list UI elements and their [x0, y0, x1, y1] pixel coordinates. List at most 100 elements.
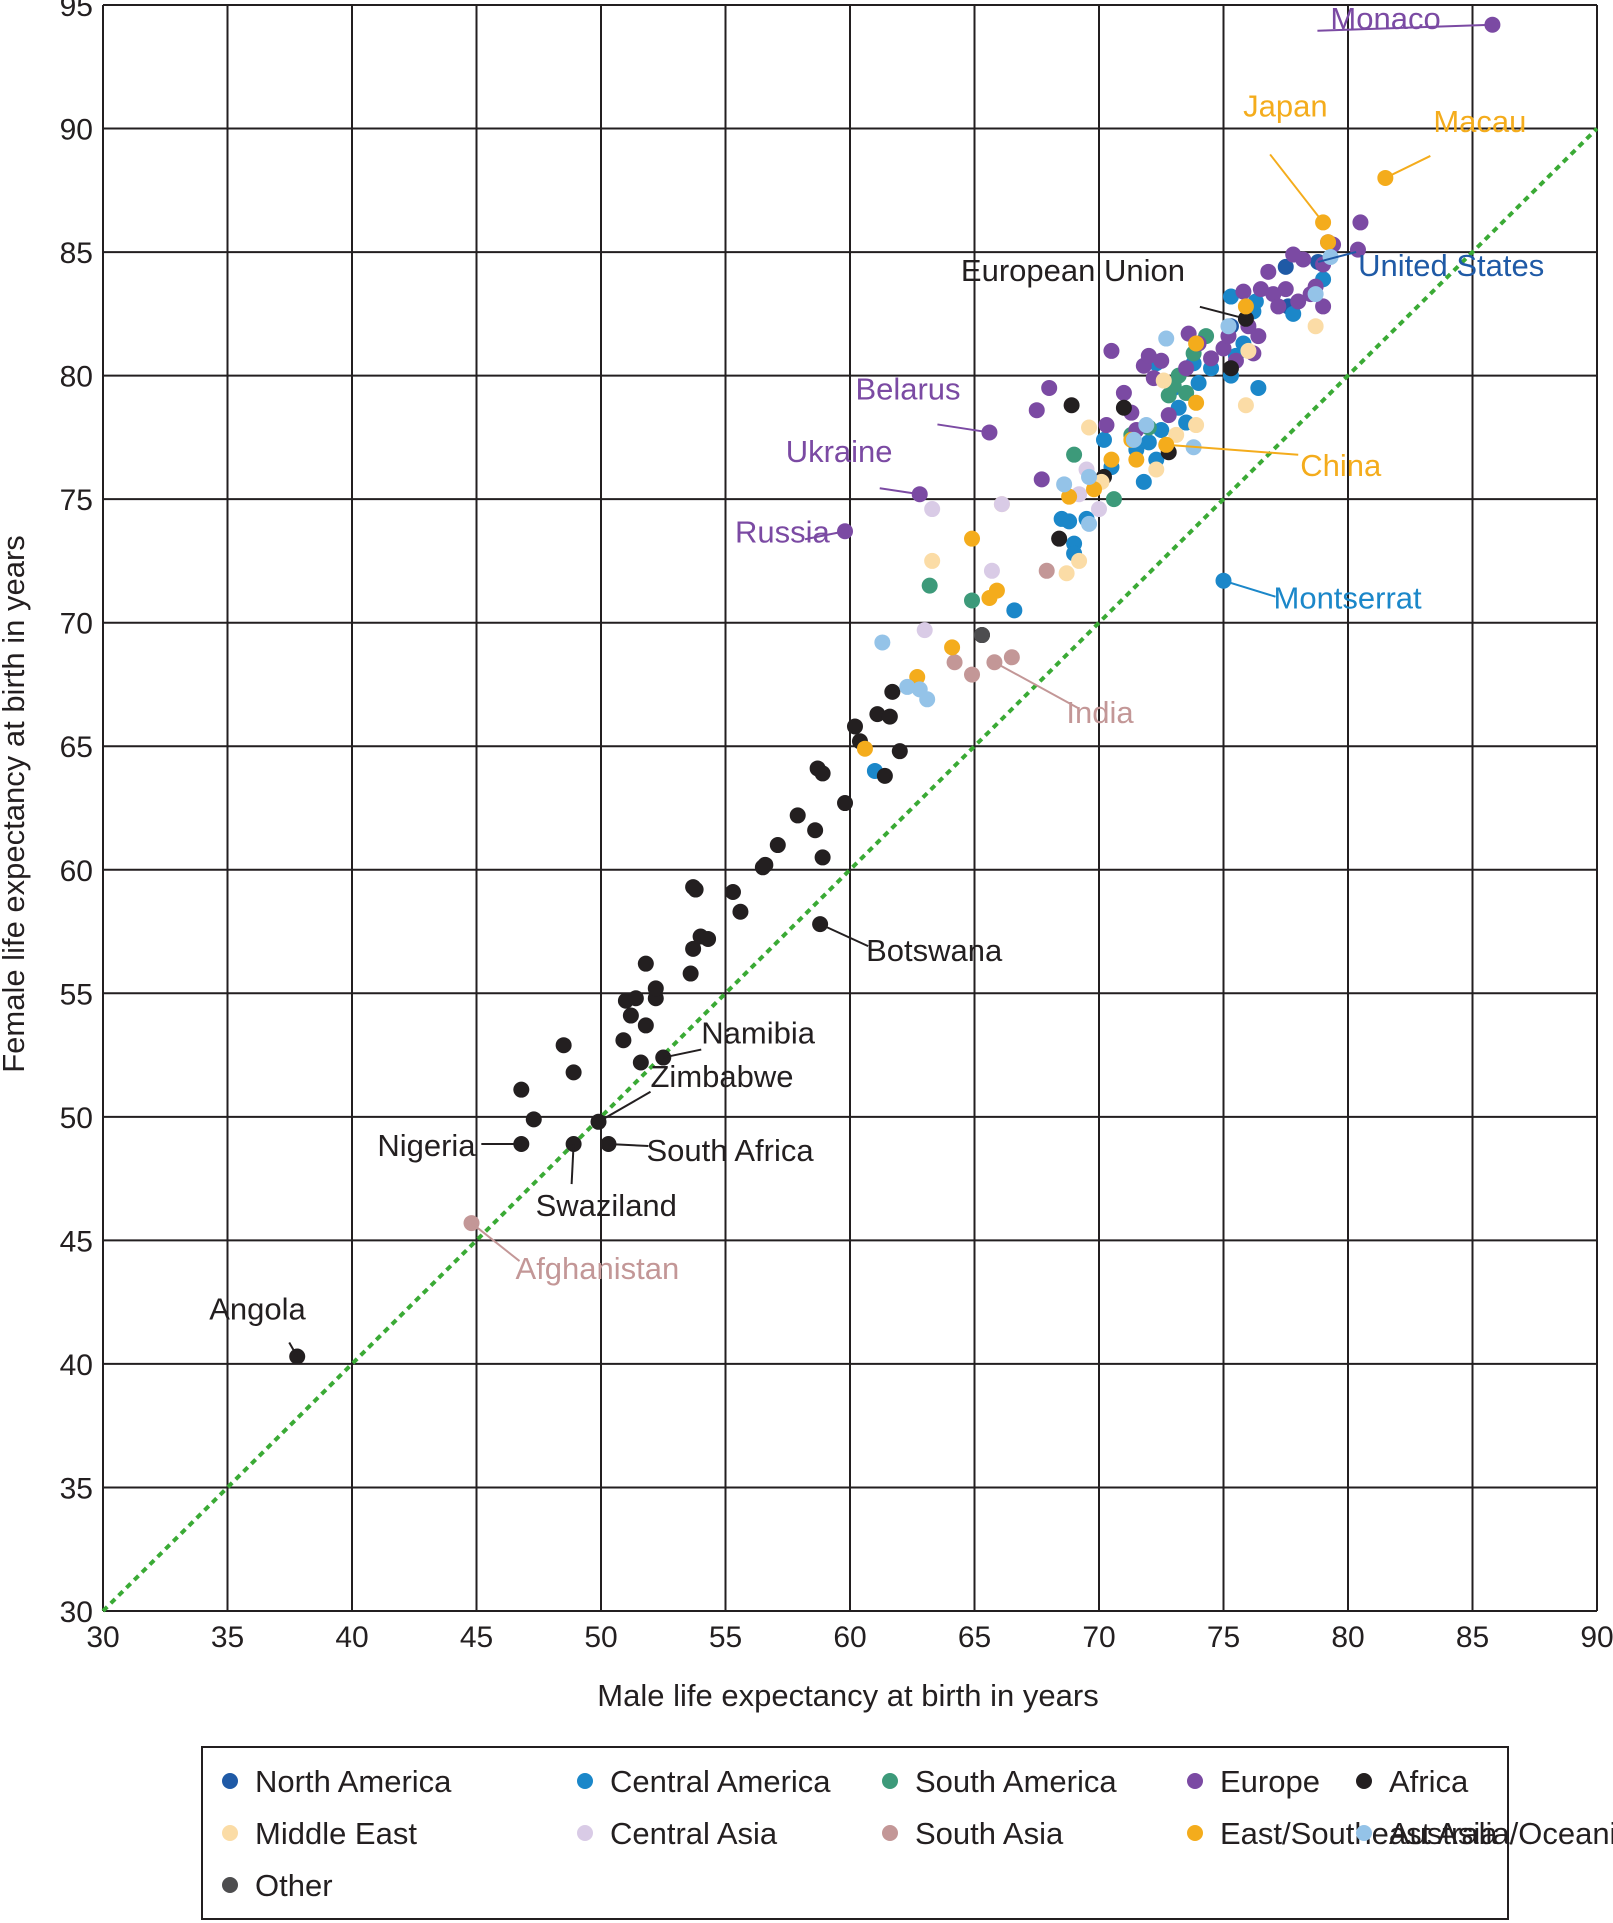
data-point: [1250, 328, 1267, 345]
data-point: [964, 530, 981, 547]
y-tick-label: 30: [60, 1596, 93, 1629]
data-point: [1135, 473, 1152, 490]
data-point: [983, 562, 1000, 579]
data-point: [1290, 293, 1307, 310]
data-point: [724, 884, 741, 901]
data-point: [1203, 350, 1220, 367]
data-point: [1322, 249, 1339, 266]
legend-label: Europe: [1220, 1764, 1320, 1799]
annotation-leader: [663, 1048, 702, 1059]
legend-label: Middle East: [255, 1816, 417, 1851]
legend-swatch: [577, 1825, 593, 1841]
data-point: [622, 1007, 639, 1024]
data-points: [289, 16, 1501, 1365]
data-point: [1148, 461, 1165, 478]
data-point: [1349, 241, 1366, 258]
legend-label: South America: [915, 1764, 1117, 1799]
data-point: [1240, 342, 1257, 359]
annotation-leader: [1317, 23, 1493, 32]
annotation-leader: [804, 530, 846, 541]
data-point: [1033, 471, 1050, 488]
y-axis-title: Female life expectancy at birth in years: [0, 535, 31, 1073]
data-point: [1237, 298, 1254, 315]
data-point: [964, 592, 981, 609]
data-point: [700, 930, 717, 947]
data-point: [1168, 426, 1185, 443]
data-point: [637, 1017, 654, 1034]
data-point: [1250, 379, 1267, 396]
y-tick-label: 95: [60, 0, 93, 23]
data-point: [1081, 468, 1098, 485]
legend-swatch: [577, 1773, 593, 1789]
x-tick-label: 80: [1331, 1621, 1364, 1654]
data-point: [1295, 251, 1312, 268]
data-point: [909, 669, 926, 686]
annotation-label: South Africa: [646, 1133, 814, 1168]
data-point: [1277, 281, 1294, 298]
equality-reference-line: [101, 127, 1599, 1613]
annotations: Monaco Japan Macau European Union United Sta…: [209, 1, 1544, 1358]
annotation-leader: [1166, 443, 1299, 456]
legend-swatch: [222, 1825, 238, 1841]
x-tick-label: 65: [958, 1621, 991, 1654]
y-tick-label: 60: [60, 855, 93, 888]
x-tick-label: 75: [1207, 1621, 1240, 1654]
data-point: [964, 666, 981, 683]
annotation-label: Russia: [735, 514, 831, 549]
annotation-leader: [993, 661, 1079, 710]
data-point: [916, 622, 933, 639]
data-point: [988, 582, 1005, 599]
annotation-label: Swaziland: [536, 1188, 677, 1223]
grid: [102, 4, 1598, 1612]
data-point: [1307, 318, 1324, 335]
annotation-label: India: [1066, 695, 1134, 730]
data-point: [1051, 530, 1068, 547]
annotation-leader: [1269, 153, 1324, 224]
data-point: [869, 706, 886, 723]
data-point: [1038, 562, 1055, 579]
annotation-label: Macau: [1433, 104, 1526, 139]
data-point: [1061, 488, 1078, 505]
y-tick-label: 40: [60, 1349, 93, 1382]
y-tick-label: 50: [60, 1102, 93, 1135]
annotation-leader: [1223, 579, 1276, 598]
data-point: [1056, 476, 1073, 493]
data-point: [1098, 417, 1115, 434]
data-point: [1091, 501, 1107, 518]
data-point: [1188, 417, 1205, 434]
data-point: [1115, 399, 1132, 416]
y-tick-label: 45: [60, 1225, 93, 1258]
data-point: [627, 990, 644, 1007]
data-point: [1178, 360, 1195, 377]
annotation-leader: [1199, 305, 1247, 320]
data-point: [1252, 281, 1269, 298]
data-point: [973, 627, 990, 644]
data-point: [1003, 649, 1020, 666]
data-point: [1115, 384, 1132, 401]
data-point: [876, 767, 893, 784]
annotation-label: United States: [1358, 248, 1544, 283]
data-point: [1071, 552, 1088, 569]
data-point: [814, 849, 831, 866]
data-point: [1140, 347, 1157, 364]
data-point: [1081, 419, 1098, 436]
data-point: [1153, 421, 1170, 438]
annotation-leader: [937, 423, 990, 434]
axes: 30 35 40 45 50 55 60 65 70 75 80 85 90 30 35 40 45 50 55 60…: [60, 0, 1613, 1654]
annotation-label: Angola: [209, 1292, 306, 1327]
x-tick-label: 35: [211, 1621, 244, 1654]
data-point: [685, 940, 702, 957]
annotation-label: Belarus: [855, 371, 960, 406]
data-point: [1028, 402, 1045, 419]
data-point: [1153, 352, 1170, 369]
legend-swatch: [1187, 1773, 1203, 1789]
data-point: [856, 740, 873, 757]
legend-swatch: [1356, 1825, 1372, 1841]
data-point: [687, 881, 704, 898]
data-point: [946, 654, 963, 671]
data-point: [1222, 288, 1239, 305]
data-point: [993, 496, 1010, 513]
x-tick-label: 85: [1456, 1621, 1489, 1654]
data-point: [1265, 286, 1282, 303]
